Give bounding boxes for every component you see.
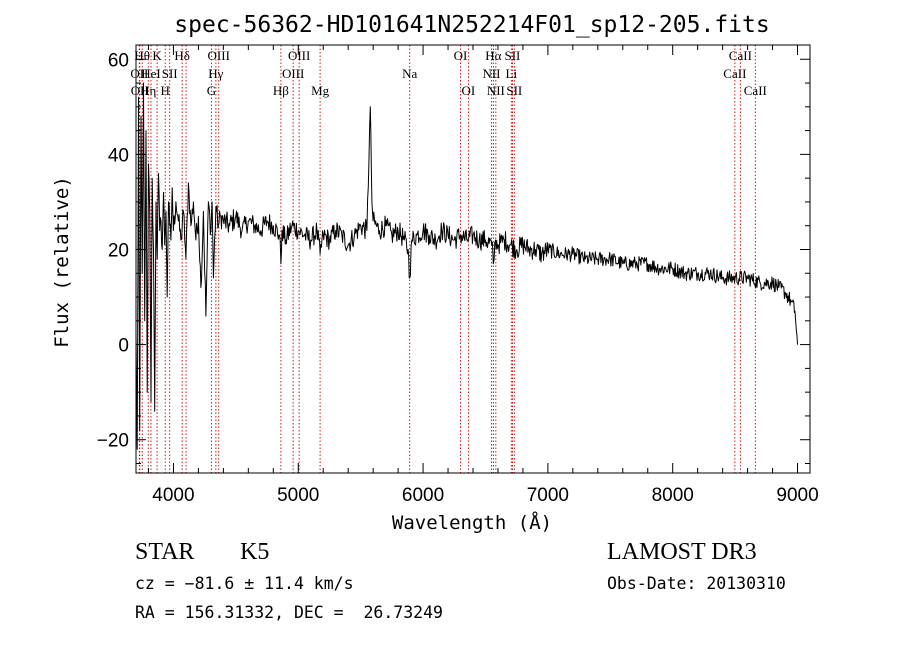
x-tick-label: 8000 — [652, 485, 694, 506]
line-marker-label: SII — [162, 66, 178, 81]
line-marker-label: CaII — [729, 48, 752, 63]
chart-title: spec-56362-HD101641N252214F01_sp12-205.f… — [174, 12, 769, 38]
line-marker-labels: OII OII Hθ Hη HeI K H SII Hδ G Hγ OIII Hβ OIII OIII Mg N… — [130, 48, 767, 98]
line-marker-label: H — [161, 83, 170, 98]
line-marker-label: OIII — [288, 48, 310, 63]
y-tick-label: 40 — [108, 145, 129, 166]
line-marker-label: OIII — [208, 48, 230, 63]
y-tick-label: −20 — [97, 431, 129, 452]
line-marker-label: Hθ — [134, 48, 150, 63]
line-marker-label: Hη — [140, 83, 156, 98]
line-marker-label: Hα — [485, 48, 501, 63]
line-marker-label: SII — [504, 48, 520, 63]
series-layer — [135, 82, 798, 450]
line-marker-label: NII — [482, 66, 500, 81]
x-tick-label: 6000 — [402, 485, 444, 506]
x-axis-label: Wavelength (Å) — [392, 511, 552, 534]
line-marker-label: Li — [506, 66, 518, 81]
line-marker-label: Hδ — [174, 48, 190, 63]
line-marker-label: HeI — [141, 66, 161, 81]
x-tick-label: 7000 — [527, 485, 569, 506]
y-axis-label: Flux (relative) — [51, 176, 73, 348]
line-marker-label: OI — [462, 83, 476, 98]
line-marker-label: Hγ — [208, 66, 223, 81]
y-tick-label: 20 — [108, 240, 129, 261]
y-tick-label: 60 — [108, 50, 129, 71]
coordinates: RA = 156.31332, DEC = 26.73249 — [135, 603, 443, 622]
line-marker-label: CaII — [723, 66, 746, 81]
y-axis: −20 0 20 40 60 — [97, 50, 810, 464]
redshift-cz: cz = −81.6 ± 11.4 km/s — [135, 574, 354, 593]
line-marker-label: OII — [131, 83, 149, 98]
line-marker-label: Na — [402, 66, 417, 81]
x-tick-label: 5000 — [277, 485, 319, 506]
object-subclass: K5 — [240, 539, 270, 565]
line-marker-label: NII — [487, 83, 505, 98]
line-marker-label: Mg — [311, 83, 330, 98]
line-marker-label: OI — [454, 48, 468, 63]
line-marker-label: OIII — [282, 66, 304, 81]
survey-name: LAMOST DR3 — [607, 539, 757, 565]
x-tick-label: 4000 — [152, 485, 194, 506]
flux-series-line — [135, 82, 798, 450]
line-marker-label: G — [207, 83, 216, 98]
line-marker-label: Hβ — [273, 83, 289, 98]
line-marker-label: SII — [506, 83, 522, 98]
line-markers — [138, 45, 756, 473]
y-tick-label: 0 — [118, 336, 129, 357]
x-axis: 4000 5000 6000 7000 8000 9000 — [147, 45, 819, 506]
plot-frame — [135, 44, 811, 474]
x-tick-label: 9000 — [776, 485, 818, 506]
line-marker-label: OII — [130, 66, 148, 81]
object-class: STAR — [135, 539, 195, 565]
obs-date: Obs-Date: 20130310 — [607, 574, 786, 593]
line-marker-label: CaII — [744, 83, 767, 98]
line-marker-label: K — [152, 48, 162, 63]
